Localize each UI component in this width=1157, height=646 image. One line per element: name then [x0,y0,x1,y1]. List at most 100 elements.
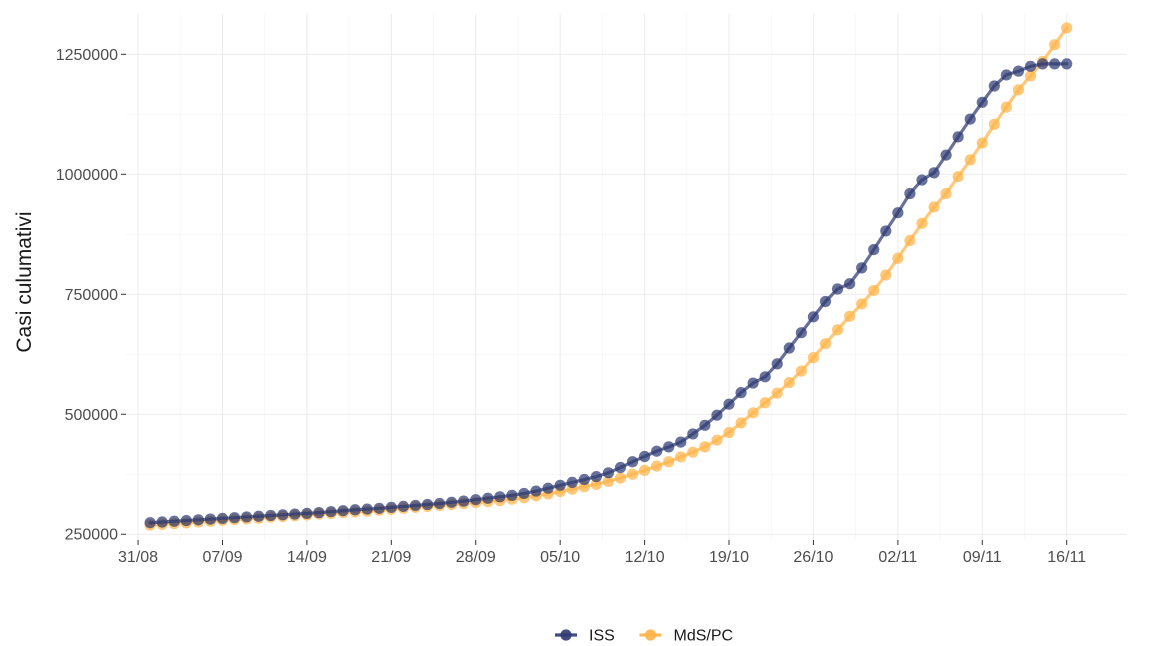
data-point [204,513,217,525]
data-point [192,514,204,526]
data-point [940,149,952,161]
legend-item: ISS [555,628,615,645]
y-tick-label: 250000 [65,527,118,544]
data-point [373,502,385,514]
series-mds-pc [144,22,1073,531]
data-point [433,497,446,510]
data-point [349,504,361,516]
data-point [675,436,687,448]
data-point [542,482,554,494]
data-point [892,207,904,219]
legend-item: MdS/PC [639,628,734,645]
data-point [397,500,409,513]
data-point [638,464,651,477]
data-point [1024,60,1037,72]
data-point [831,324,844,336]
data-point [856,298,868,310]
data-point [675,451,687,463]
data-point [711,434,723,446]
data-point [747,407,759,419]
legend: ISS MdS/PC [555,628,733,645]
data-point [831,283,844,295]
data-point [976,96,988,108]
x-axis: 31/08 07/09 14/09 21/09 28/09 05/10 12/10 19/10… [118,540,1086,566]
data-point [699,419,711,431]
data-point [168,515,180,527]
data-point [385,501,397,513]
data-point [156,516,168,528]
data-point [458,495,470,507]
x-tick-label: 12/10 [625,549,665,566]
series-line [148,62,1069,525]
legend-label: ISS [589,628,615,645]
x-tick-label: 02/11 [878,549,917,566]
y-axis-title: Casi culumativi [13,211,36,352]
data-point [277,509,289,521]
data-point [446,496,458,508]
data-point [807,352,820,364]
data-point [470,494,482,506]
data-point [337,505,349,517]
data-point [771,387,783,399]
x-tick-label: 05/10 [540,549,580,566]
data-point [313,507,325,519]
data-point [687,428,699,440]
data-point [614,461,627,474]
data-point [783,342,795,354]
data-point [904,234,916,247]
legend-key-point [644,629,657,641]
data-point [687,446,699,458]
data-point [1049,58,1061,70]
data-point [747,377,759,389]
data-point [361,503,373,515]
data-point [844,310,856,322]
series-layer [144,22,1073,531]
data-point [144,517,156,529]
data-point [916,174,928,186]
data-point [735,387,747,399]
legend-label: MdS/PC [674,628,734,645]
data-point [892,252,904,264]
data-point [771,358,783,370]
data-point [325,506,337,518]
data-point [1012,65,1025,77]
x-tick-label: 19/10 [709,549,749,566]
data-point [626,456,639,468]
data-point [759,371,771,383]
data-point [506,489,518,501]
data-point [1036,58,1049,70]
data-point [602,475,615,488]
data-point [844,278,856,290]
y-tick-label: 750000 [65,287,118,304]
data-point [928,201,940,213]
x-tick-label: 07/09 [202,549,242,566]
data-point [735,417,747,429]
data-point [241,511,253,523]
data-point [253,510,265,522]
data-point [880,269,892,281]
data-point [566,476,578,489]
x-tick-label: 09/11 [963,549,1002,566]
x-tick-label: 31/08 [118,549,158,566]
data-point [807,311,820,323]
data-point [590,478,602,490]
data-point [783,376,795,389]
data-point [723,426,735,439]
series-line [148,26,1069,527]
data-point [578,473,590,486]
data-point [759,397,771,409]
data-point [868,244,880,256]
data-point [554,479,566,491]
data-point [916,217,928,229]
data-point [180,514,192,527]
data-point [1012,84,1025,96]
data-point [1061,22,1073,34]
data-point [1000,69,1013,81]
data-point [663,441,675,453]
data-point [289,508,301,520]
data-point [651,445,663,457]
y-tick-label: 1250000 [56,47,118,64]
data-point [940,187,952,200]
data-point [663,456,675,468]
